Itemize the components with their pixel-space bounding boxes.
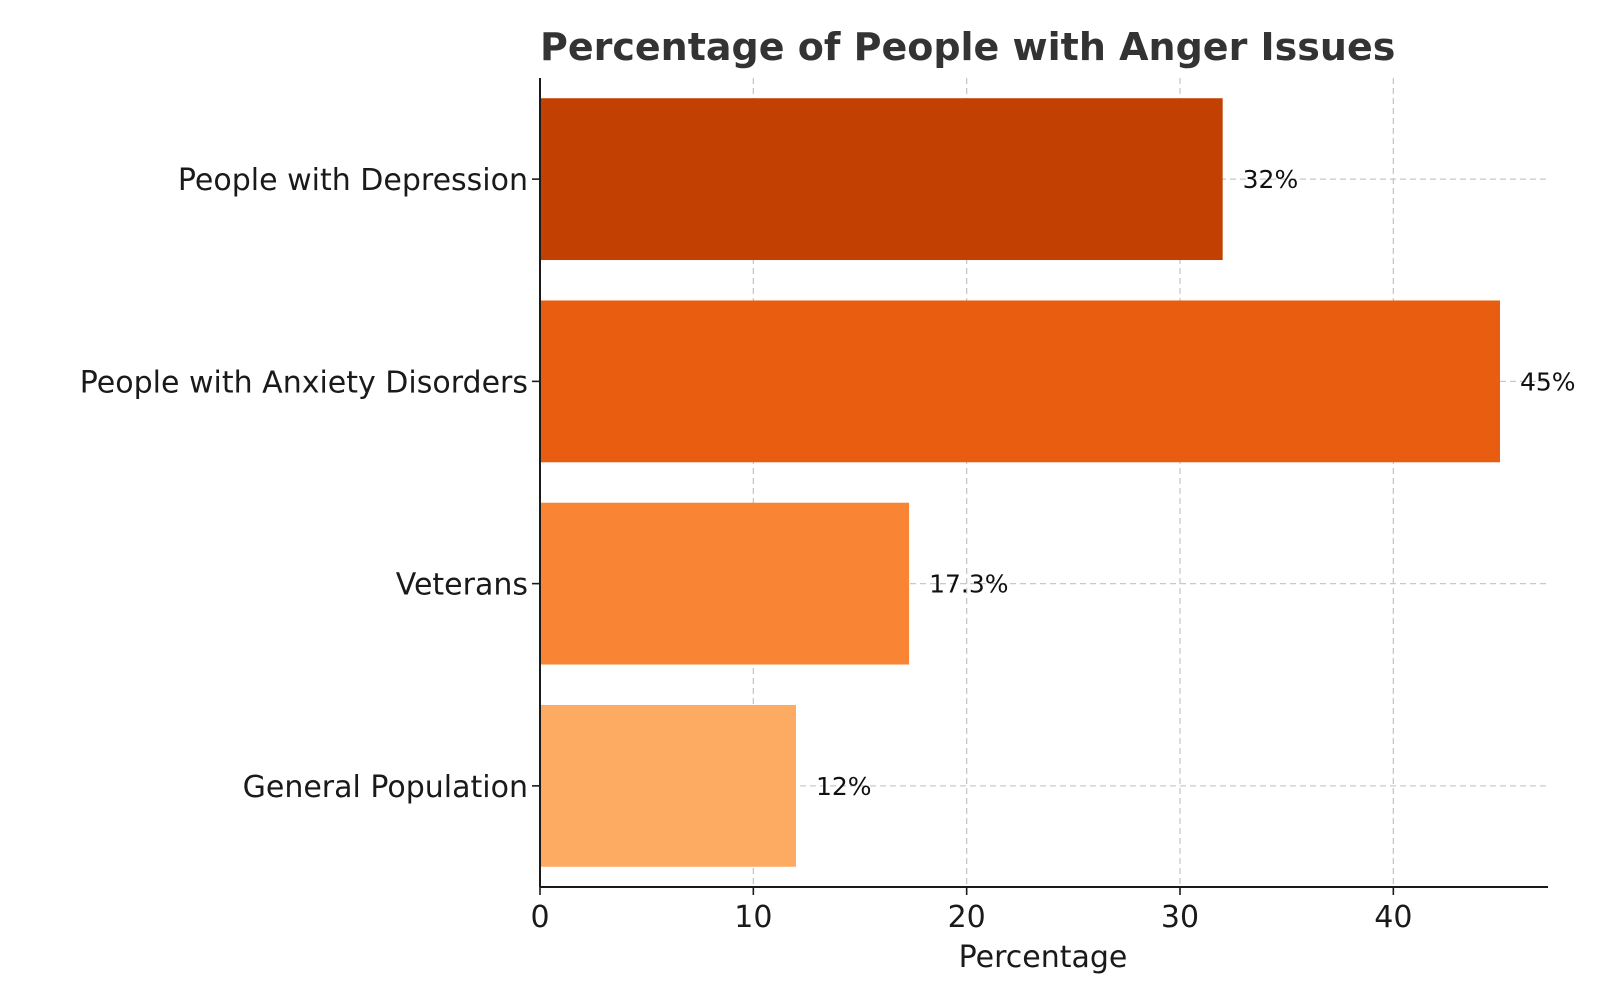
- data-label: 45%: [1520, 367, 1576, 396]
- bar: [540, 98, 1223, 261]
- y-tick-label: Veterans: [396, 568, 528, 603]
- x-axis-title: Percentage: [959, 940, 1128, 975]
- x-tick-label: 30: [1161, 900, 1199, 935]
- y-tick-label: General Population: [243, 770, 528, 805]
- axes: [532, 78, 1548, 895]
- data-label: 17.3%: [929, 570, 1008, 599]
- data-label: 12%: [816, 772, 872, 801]
- x-tick-label: 0: [530, 900, 549, 935]
- chart-title: Percentage of People with Anger Issues: [540, 25, 1395, 69]
- data-label: 32%: [1243, 165, 1299, 194]
- bar: [540, 300, 1500, 463]
- y-tick-label: People with Anxiety Disorders: [80, 365, 528, 400]
- bar: [540, 704, 796, 867]
- bars: [540, 98, 1500, 867]
- bar: [540, 502, 910, 665]
- x-tick-label: 20: [948, 900, 986, 935]
- x-tick-label: 40: [1374, 900, 1412, 935]
- labels: 0 10 20 30 40 General Population Veterans Peopl…: [80, 163, 1576, 935]
- x-tick-label: 10: [734, 900, 772, 935]
- y-tick-label: People with Depression: [178, 163, 528, 198]
